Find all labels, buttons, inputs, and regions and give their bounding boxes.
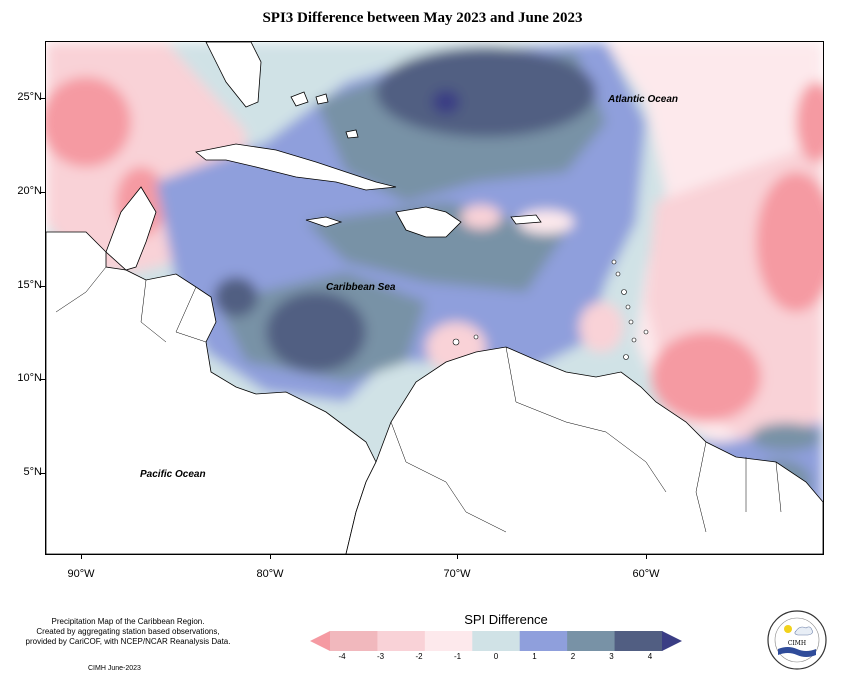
lon-tick [81, 554, 82, 559]
map-title: SPI3 Difference between May 2023 and Jun… [262, 10, 583, 26]
logo-text: CIMH [788, 640, 806, 647]
credits-line-3: provided by CariCOF, with NCEP/NCAR Rean… [25, 637, 231, 646]
lat-tick [40, 379, 45, 380]
legend-swatch [424, 631, 473, 651]
land-masses [46, 42, 823, 554]
legend-swatch [330, 631, 378, 651]
legend-tick-label: -2 [415, 652, 423, 661]
label-caribbean-sea: Caribbean Sea [326, 282, 396, 293]
lat-tick [40, 98, 45, 99]
lon-label-60w: 60°W [632, 568, 660, 580]
lat-label-10n: 10°N [17, 372, 42, 384]
legend-swatch [567, 631, 616, 651]
spi-map-svg [46, 42, 823, 554]
lat-label-5n: 5°N [23, 466, 42, 478]
cimh-logo: CIMH [767, 610, 827, 670]
lat-tick [40, 192, 45, 193]
legend-tick-label: -1 [453, 652, 462, 661]
legend-tick-label: 3 [609, 652, 614, 661]
lat-label-20n: 20°N [17, 185, 42, 197]
label-atlantic-ocean: Atlantic Ocean [608, 94, 679, 105]
legend-swatch [310, 631, 330, 651]
lon-label-70w: 70°W [443, 568, 471, 580]
map-area[interactable]: Atlantic Ocean Caribbean Sea Pacific Oce… [45, 41, 824, 555]
legend-tick-label: 1 [532, 652, 537, 661]
legend-tick-label: -3 [376, 652, 385, 661]
credits-line-1: Precipitation Map of the Caribbean Regio… [51, 617, 205, 626]
label-pacific-ocean: Pacific Ocean [140, 469, 206, 480]
legend-swatch [472, 631, 521, 651]
legend-title: SPI Difference [464, 612, 548, 627]
lat-tick [40, 473, 45, 474]
legend-colorbar [310, 631, 682, 651]
lat-tick [40, 286, 45, 287]
lat-label-25n: 25°N [17, 91, 42, 103]
lesser-antilles [452, 259, 649, 360]
legend-tick-label: -4 [338, 652, 346, 661]
lon-label-80w: 80°W [256, 568, 284, 580]
cloud-icon [794, 626, 813, 636]
credits-date: CIMH June-2023 [88, 665, 141, 672]
lat-label-15n: 15°N [17, 279, 42, 291]
lon-tick [646, 554, 647, 559]
sun-icon [784, 625, 792, 633]
legend-tick-label: 4 [647, 652, 653, 661]
country-borders [55, 266, 782, 533]
legend-swatch [614, 631, 663, 651]
lon-tick [457, 554, 458, 559]
legend-swatch [662, 631, 682, 651]
lon-tick [270, 554, 271, 559]
credits-line-2: Created by aggregating station based obs… [36, 627, 220, 636]
wave-icon [778, 647, 816, 657]
lon-label-90w: 90°W [67, 568, 95, 580]
legend-swatch [377, 631, 426, 651]
legend-swatch [519, 631, 568, 651]
legend-tick-label: 2 [570, 652, 576, 661]
credits-block: Precipitation Map of the Caribbean Regio… [8, 617, 248, 647]
legend-tick-label: 0 [493, 652, 499, 661]
